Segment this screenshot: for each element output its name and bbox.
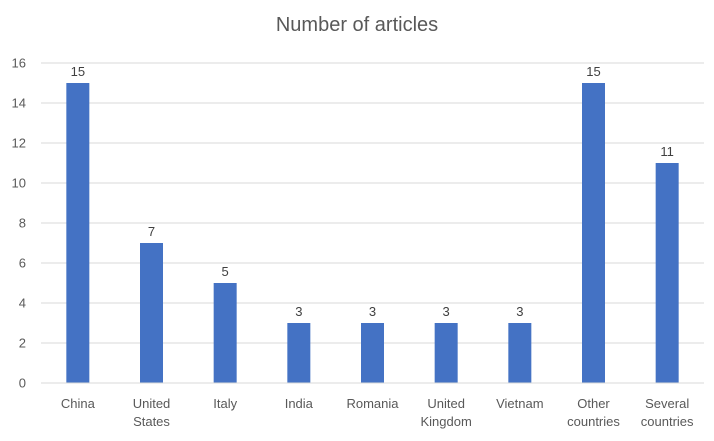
bar xyxy=(655,163,679,383)
x-tick-label: Other xyxy=(577,396,610,411)
y-tick-label: 0 xyxy=(19,376,26,391)
data-label: 3 xyxy=(295,304,302,319)
y-tick-label: 12 xyxy=(12,136,26,151)
bar xyxy=(434,323,458,383)
bar xyxy=(66,83,90,383)
x-tick-label: countries xyxy=(641,414,694,429)
data-label: 5 xyxy=(222,264,229,279)
data-label: 3 xyxy=(369,304,376,319)
x-tick-label: States xyxy=(133,414,170,429)
bar xyxy=(582,83,605,383)
y-tick-label: 4 xyxy=(19,296,26,311)
x-tick-label: Romania xyxy=(346,396,399,411)
bar xyxy=(287,323,311,383)
y-tick-label: 2 xyxy=(19,336,26,351)
x-tick-label: Italy xyxy=(213,396,237,411)
x-tick-label: United xyxy=(427,396,465,411)
x-tick-label: countries xyxy=(567,414,620,429)
y-tick-label: 8 xyxy=(19,216,26,231)
chart-title: Number of articles xyxy=(275,14,439,36)
data-label: 11 xyxy=(660,144,674,159)
data-label: 15 xyxy=(71,64,85,79)
x-tick-label: Kingdom xyxy=(421,414,472,429)
bar xyxy=(140,243,163,383)
data-label: 7 xyxy=(148,224,155,239)
y-tick-label: 16 xyxy=(12,56,26,71)
data-label: 3 xyxy=(516,304,523,319)
y-tick-label: 6 xyxy=(19,256,26,271)
x-tick-label: China xyxy=(61,396,96,411)
x-tick-label: India xyxy=(285,396,314,411)
y-tick-label: 14 xyxy=(12,96,26,111)
x-tick-label: Several xyxy=(645,396,689,411)
y-tick-label: 10 xyxy=(12,176,26,191)
bar xyxy=(361,323,384,383)
bar xyxy=(213,283,237,383)
data-label: 3 xyxy=(443,304,450,319)
bar xyxy=(508,323,532,383)
data-label: 15 xyxy=(586,64,600,79)
x-tick-label: United xyxy=(133,396,171,411)
x-tick-label: Vietnam xyxy=(496,396,543,411)
